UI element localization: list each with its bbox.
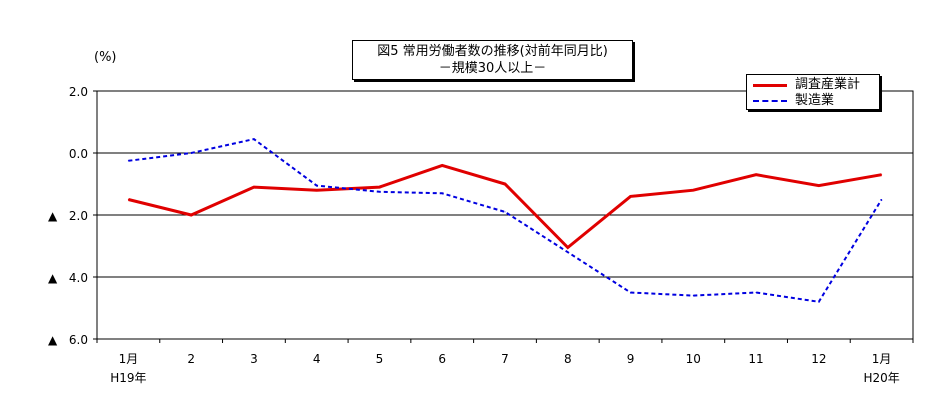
chart-subtitle: －規模30人以上－ [438, 61, 547, 76]
y-tick-label: 6.0 [69, 333, 88, 347]
legend-swatch-manufacturing [753, 100, 787, 102]
x-tick-label: 3 [250, 352, 258, 366]
data-point-manufacturing [378, 191, 380, 193]
data-point-total [818, 185, 820, 187]
y-axis-unit: (%) [94, 50, 117, 65]
legend-label-manufacturing: 製造業 [795, 93, 835, 108]
legend-swatch-total [753, 84, 787, 87]
x-tick-label: 4 [313, 352, 321, 366]
data-point-total [567, 247, 569, 249]
data-point-manufacturing [881, 199, 883, 200]
data-point-manufacturing [504, 211, 506, 213]
y-tick-label: 0.0 [69, 147, 88, 161]
data-point-manufacturing [441, 192, 443, 194]
legend: 調査産業計 製造業 [746, 74, 880, 110]
x-tick-label: 7 [501, 352, 509, 366]
data-point-manufacturing [316, 185, 318, 187]
x-tick-sublabel: H19年 [110, 371, 146, 385]
data-point-total [504, 183, 506, 185]
chart-title: 図5 常用労働者数の推移(対前年同月比) [377, 44, 608, 59]
x-tick-sublabel: H20年 [863, 371, 899, 385]
data-point-total [881, 174, 883, 176]
data-point-total [692, 189, 694, 191]
x-tick-label: 2 [187, 352, 195, 366]
data-point-manufacturing [127, 160, 129, 162]
x-tick-label: 12 [811, 352, 826, 366]
data-point-manufacturing [755, 292, 757, 293]
x-tick-label: 1月 [872, 352, 892, 366]
series-line-total [128, 163, 882, 250]
data-point-total [630, 195, 632, 197]
data-point-manufacturing [630, 292, 632, 293]
x-tick-label: 5 [376, 352, 384, 366]
data-point-manufacturing [567, 251, 569, 253]
negative-marker: ▲ [48, 333, 58, 347]
x-tick-label: 1月 [119, 352, 139, 366]
legend-label-total: 調査産業計 [795, 77, 861, 92]
negative-marker: ▲ [48, 271, 58, 285]
data-point-manufacturing [190, 152, 192, 154]
data-point-total [755, 174, 757, 176]
x-tick-label: 10 [686, 352, 701, 366]
y-tick-label: 2.0 [69, 85, 88, 99]
data-point-total [378, 186, 380, 188]
x-tick-label: 8 [564, 352, 572, 366]
x-tick-label: 9 [627, 352, 635, 366]
data-point-total [316, 189, 318, 191]
data-point-total [127, 199, 129, 200]
data-point-total [441, 164, 443, 166]
negative-marker: ▲ [48, 209, 58, 223]
y-tick-label: 4.0 [69, 271, 88, 285]
y-tick-label: 2.0 [69, 209, 88, 223]
data-point-manufacturing [818, 301, 820, 303]
data-point-total [190, 214, 192, 216]
x-tick-label: 6 [438, 352, 446, 366]
chart-title-box: 図5 常用労働者数の推移(対前年同月比) －規模30人以上－ [352, 40, 633, 80]
data-point-manufacturing [253, 138, 255, 140]
data-point-manufacturing [692, 295, 694, 297]
x-tick-label: 11 [748, 352, 763, 366]
data-point-total [253, 186, 255, 188]
